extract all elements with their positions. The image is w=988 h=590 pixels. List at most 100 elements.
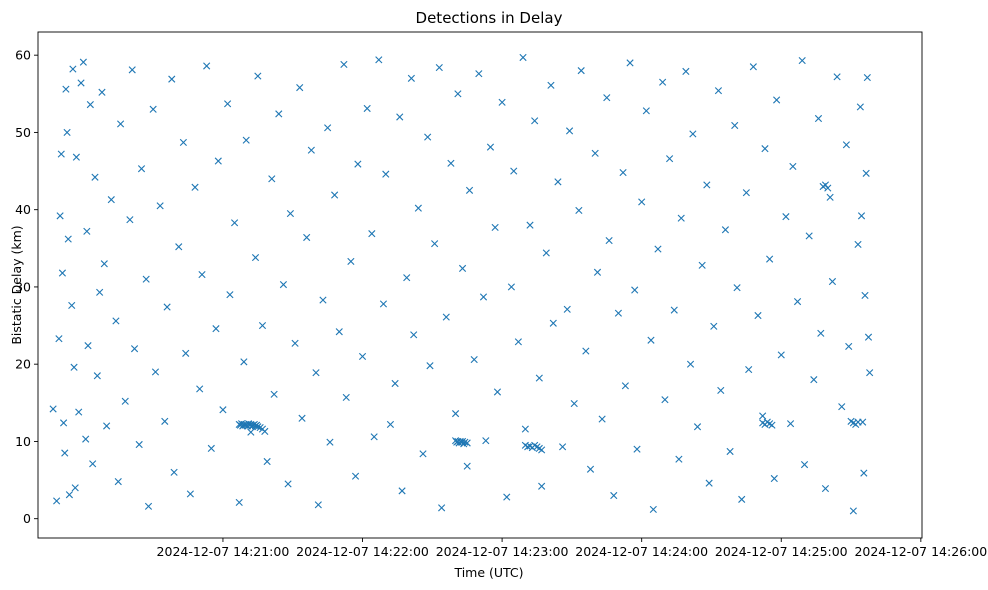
y-tick-label: 0 — [23, 511, 31, 526]
data-point — [610, 491, 618, 500]
data-point — [810, 376, 818, 384]
data-point — [370, 433, 378, 441]
x-axis-ticks: 2024-12-07 14:21:00 2024-12-07 14:22:00 20… — [157, 538, 987, 559]
data-point — [759, 412, 767, 420]
data-point — [491, 223, 499, 232]
data-point — [666, 155, 674, 163]
data-point — [693, 423, 702, 431]
data-point — [63, 128, 71, 137]
data-point — [670, 306, 678, 314]
data-point — [431, 240, 439, 248]
data-point — [575, 206, 583, 215]
data-point — [351, 472, 360, 480]
data-point — [842, 141, 850, 149]
data-point — [203, 62, 211, 70]
data-point — [619, 169, 627, 177]
x-axis-label: Time (UTC) — [453, 565, 523, 580]
data-point — [342, 393, 350, 401]
data-point — [57, 150, 65, 158]
data-point — [324, 124, 332, 132]
data-point — [235, 498, 243, 507]
data-point — [745, 366, 753, 374]
data-point — [554, 178, 562, 186]
data-point — [542, 249, 550, 257]
data-point — [654, 245, 662, 253]
data-point — [777, 351, 785, 359]
data-point — [826, 193, 834, 201]
data-point — [68, 301, 76, 310]
data-point — [677, 214, 685, 222]
data-point — [838, 403, 846, 411]
data-point — [379, 300, 388, 308]
data-point — [347, 257, 355, 266]
data-point — [251, 253, 260, 262]
data-point — [798, 56, 806, 65]
data-point — [860, 469, 868, 477]
data-point — [582, 347, 590, 355]
data-point — [535, 374, 543, 382]
data-point — [53, 497, 61, 505]
data-point — [135, 440, 143, 449]
data-point — [214, 157, 222, 165]
data-point — [100, 260, 108, 268]
data-point — [538, 482, 546, 490]
data-point — [565, 127, 574, 135]
data-point — [814, 114, 823, 123]
data-point — [854, 418, 862, 426]
data-point — [268, 175, 276, 183]
data-point — [71, 484, 79, 492]
data-point — [358, 352, 367, 361]
data-point — [766, 255, 774, 263]
x-tick-label: 2024-12-07 14:24:00 — [575, 544, 708, 559]
data-point — [782, 213, 790, 221]
data-point — [447, 159, 455, 167]
data-point — [591, 149, 599, 157]
data-point — [531, 117, 539, 125]
data-point — [479, 293, 488, 301]
data-point — [614, 309, 623, 317]
y-tick-label: 30 — [15, 279, 31, 294]
data-point — [451, 410, 460, 418]
data-point — [861, 291, 869, 300]
data-point — [69, 65, 77, 73]
data-point — [738, 495, 746, 503]
data-point — [340, 60, 348, 69]
x-tick-label: 2024-12-07 14:21:00 — [157, 544, 290, 559]
data-point — [633, 445, 641, 453]
data-point — [742, 189, 750, 197]
chart-title: Detections in Delay — [416, 9, 563, 27]
data-point — [84, 342, 92, 350]
data-point — [91, 173, 99, 181]
data-point — [64, 235, 72, 243]
data-point — [96, 288, 104, 296]
data-point — [354, 160, 362, 168]
data-point — [242, 136, 250, 144]
data-point — [261, 427, 269, 435]
data-point — [705, 479, 713, 487]
x-tick-label: 2024-12-07 14:22:00 — [296, 544, 429, 559]
data-point — [168, 75, 176, 83]
data-point — [151, 368, 160, 376]
data-point — [800, 461, 809, 469]
data-point — [142, 275, 150, 283]
data-point — [498, 98, 506, 106]
data-point — [298, 414, 306, 422]
data-point — [161, 417, 169, 425]
data-point — [721, 226, 730, 234]
y-tick-label: 50 — [15, 125, 31, 140]
data-point — [103, 422, 111, 430]
data-point — [828, 277, 837, 286]
data-point — [854, 240, 862, 249]
data-point — [689, 130, 697, 138]
data-point — [768, 421, 776, 429]
data-point — [86, 101, 94, 109]
data-point — [137, 165, 146, 173]
data-point — [319, 296, 327, 304]
data-point — [461, 438, 469, 446]
data-point — [279, 281, 288, 289]
data-point — [761, 145, 769, 153]
data-point — [510, 167, 518, 175]
data-markers — [49, 53, 874, 515]
data-point — [463, 462, 471, 470]
